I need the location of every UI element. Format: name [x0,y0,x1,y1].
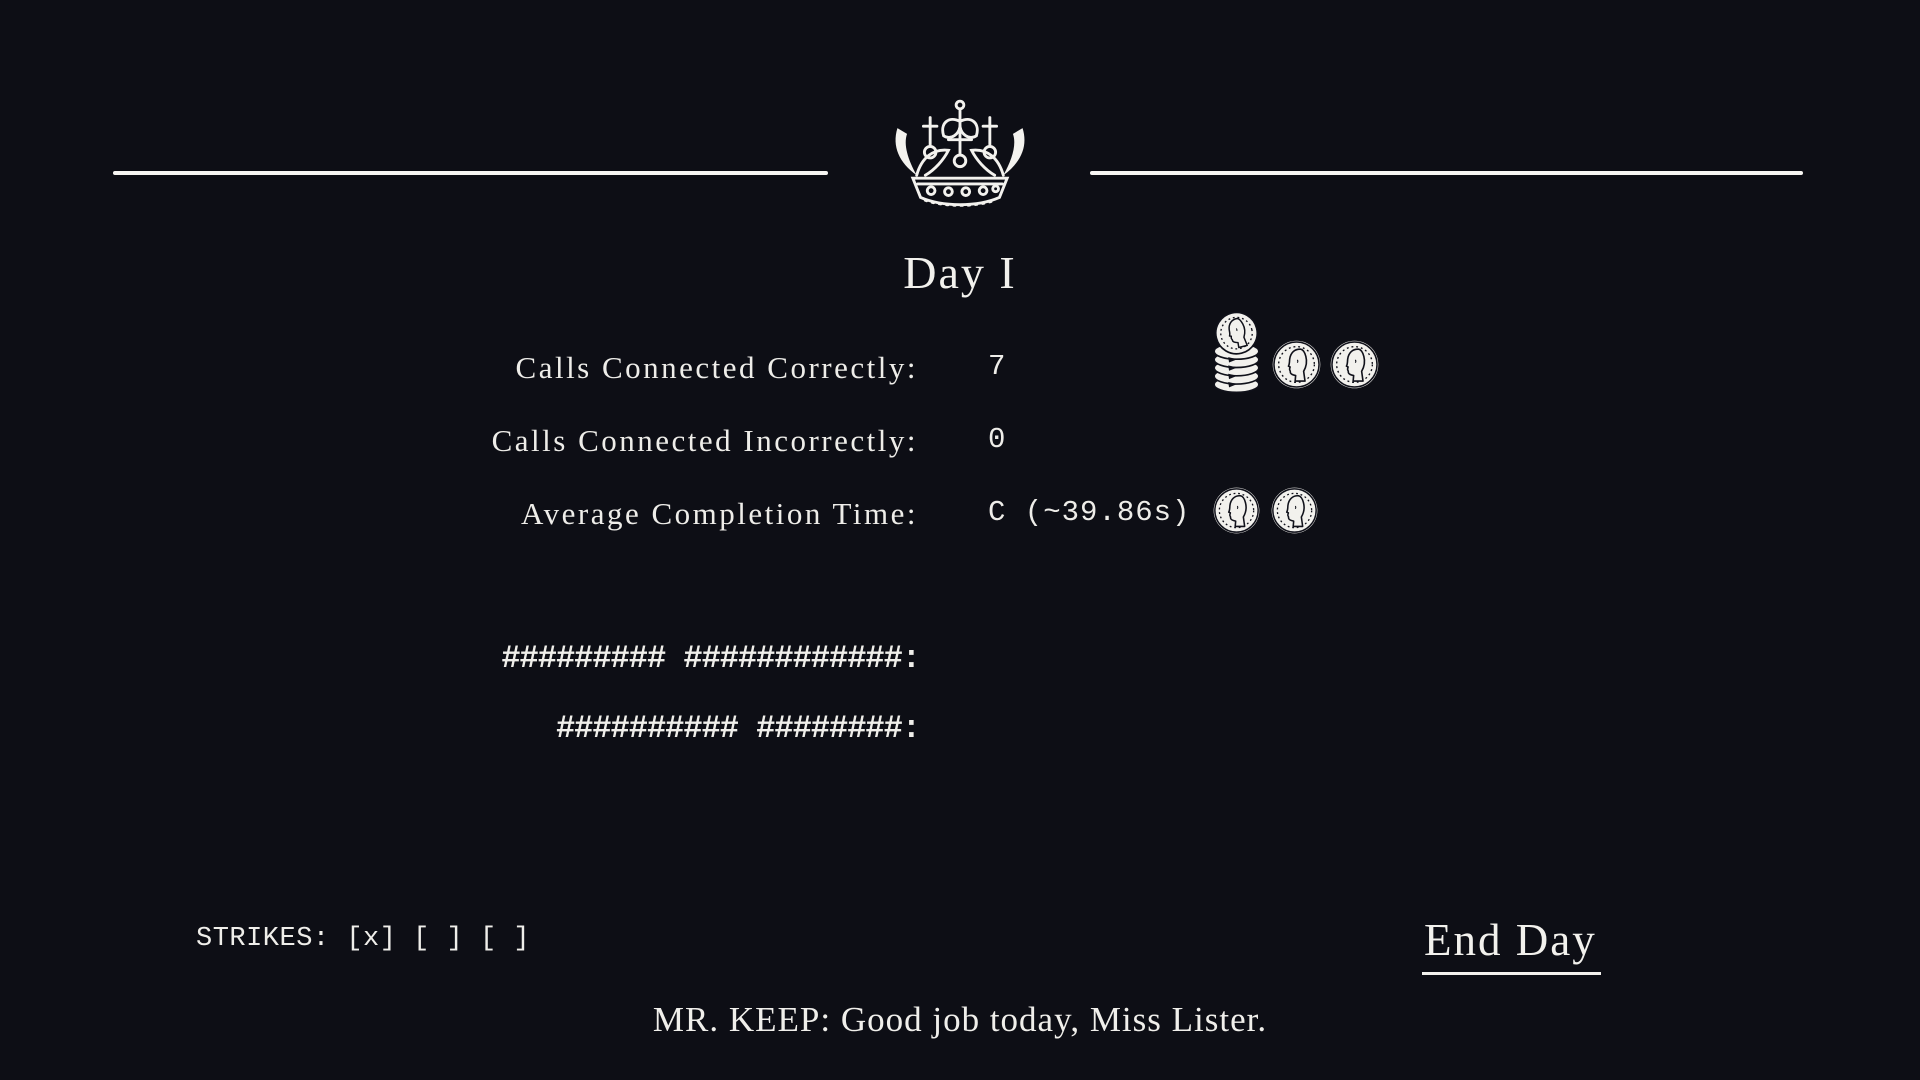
redacted-stat-line: ######### ############: [501,640,921,677]
stat-label-calls-correct: Calls Connected Correctly: [515,350,918,385]
coin-stack-icon [1213,311,1260,394]
stat-value-calls-incorrect: 0 [988,423,1007,456]
coin-icon [1213,487,1260,534]
divider-line-right [1090,171,1803,175]
stat-label-avg-time: Average Completion Time: [521,496,918,531]
redacted-stat-line: ########## ########: [555,710,921,747]
end-day-button[interactable]: End Day [1422,914,1601,975]
crown-icon [895,99,1025,207]
dialogue-text: MR. KEEP: Good job today, Miss Lister. [652,1000,1268,1039]
coin-icon [1272,340,1321,389]
stat-label-calls-incorrect: Calls Connected Incorrectly: [491,423,918,458]
strikes-indicator: STRIKES: [x] [ ] [ ] [196,924,531,954]
stat-value-calls-correct: 7 [988,350,1007,383]
stat-value-avg-time: C (~39.86s) [988,496,1191,529]
page-title: Day I [903,247,1017,298]
divider-line-left [113,171,828,175]
coin-icon [1330,340,1379,389]
coin-icon [1271,487,1318,534]
